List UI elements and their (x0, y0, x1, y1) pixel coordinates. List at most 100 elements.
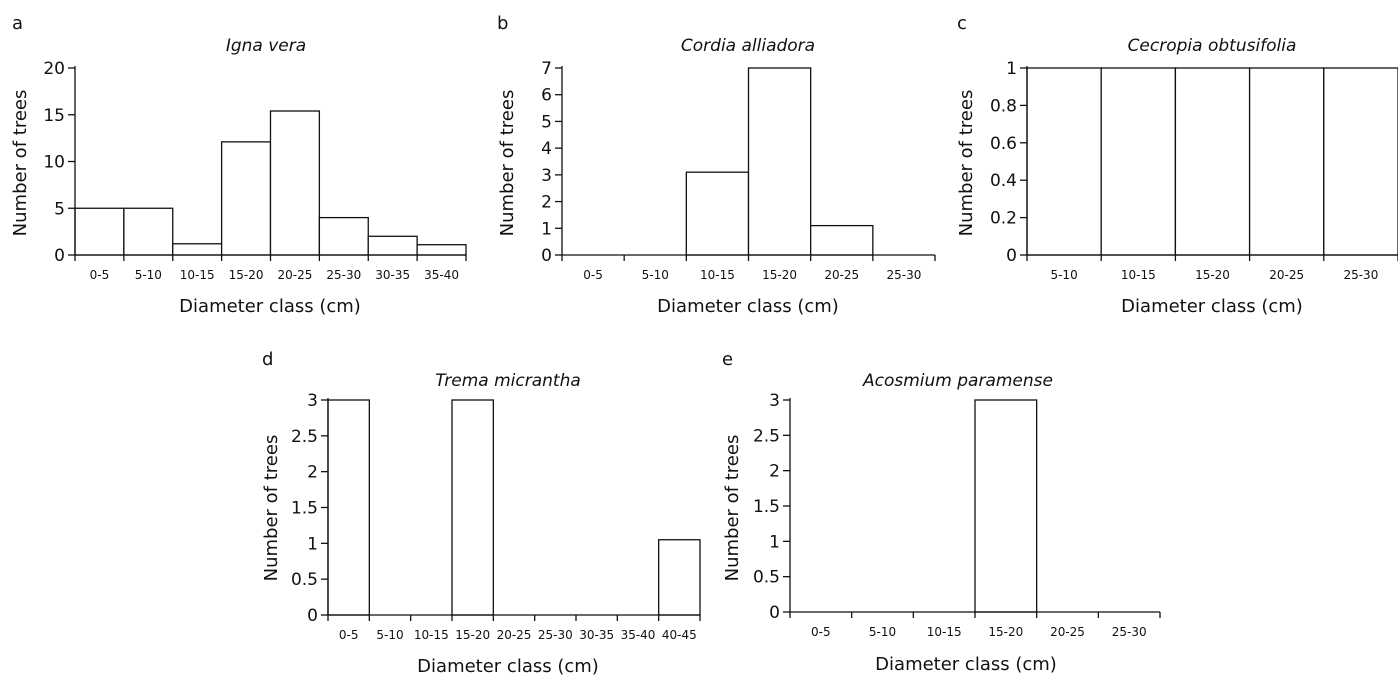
x-tick-label: 5-10 (869, 625, 896, 639)
bar-15-20 (1174, 67, 1251, 256)
x-tick-label: 15-20 (988, 625, 1023, 639)
y-tick-label: 10 (43, 153, 65, 173)
chart-title: Acosmium paramense (862, 371, 1053, 391)
chart-panel-b: b Cordia alliadora Diameter class (cm) Numb… (497, 13, 936, 317)
y-tick-label: 0.5 (753, 568, 780, 588)
y-tick-label: 20 (43, 59, 65, 79)
y-tick-label: 0 (307, 606, 318, 626)
x-tick-label: 15-20 (229, 268, 264, 282)
y-tick-label: 0.5 (291, 570, 318, 590)
x-axis-label: Diameter class (cm) (179, 296, 361, 317)
x-tick-label: 25-30 (326, 268, 361, 282)
panel-letter: b (497, 13, 508, 34)
x-tick-label: 10-15 (180, 268, 215, 282)
y-tick-label: 1 (1006, 59, 1017, 79)
y-tick-label: 6 (541, 86, 552, 106)
y-axis-label: Number of trees (261, 435, 282, 582)
x-tick-label: 20-25 (1050, 625, 1085, 639)
bar-20-25 (810, 224, 874, 256)
y-tick-label: 0 (769, 603, 780, 623)
y-tick-label: 1.5 (291, 499, 318, 519)
bar-40-45 (658, 539, 701, 616)
y-tick-label: 0.2 (990, 209, 1017, 229)
chart-title: Igna vera (226, 36, 306, 56)
bar-25-30 (1323, 67, 1398, 256)
panel-letter: d (262, 349, 273, 370)
x-axis-label: Diameter class (cm) (417, 656, 599, 677)
bar-0-5 (327, 399, 370, 616)
bar-25-30 (318, 216, 369, 256)
x-tick-label: 20-25 (824, 268, 859, 282)
y-tick-label: 0 (54, 246, 65, 266)
chart-panel-e: e Acosmium paramense Diameter class (cm) Nu… (722, 349, 1161, 675)
y-tick-label: 3 (307, 391, 318, 411)
panel-letter: c (957, 13, 967, 34)
bar-20-25 (269, 110, 321, 256)
y-tick-label: 1 (769, 532, 780, 552)
y-tick-label: 2 (769, 462, 780, 482)
x-tick-label: 10-15 (700, 268, 735, 282)
y-axis-label: Number of trees (497, 90, 518, 237)
x-tick-label: 0-5 (90, 268, 110, 282)
x-tick-label: 20-25 (1269, 268, 1304, 282)
y-tick-label: 0 (1006, 246, 1017, 266)
bar-10-15 (685, 171, 750, 256)
y-tick-label: 5 (54, 199, 65, 219)
chart-title: Trema micrantha (435, 371, 581, 391)
y-tick-label: 4 (541, 139, 552, 159)
bar-15-20 (220, 141, 272, 256)
y-tick-label: 2.5 (753, 426, 780, 446)
x-tick-label: 25-30 (1343, 268, 1378, 282)
x-tick-label: 0-5 (583, 268, 603, 282)
y-tick-label: 2 (541, 193, 552, 213)
y-tick-label: 0.6 (990, 134, 1017, 154)
y-tick-label: 3 (769, 391, 780, 411)
y-tick-label: 5 (541, 112, 552, 132)
x-tick-label: 15-20 (455, 628, 490, 642)
panel-letter: e (722, 349, 733, 370)
x-tick-label: 25-30 (538, 628, 573, 642)
y-tick-label: 0.8 (990, 96, 1017, 116)
y-tick-label: 1 (541, 219, 552, 239)
x-tick-label: 15-20 (762, 268, 797, 282)
x-tick-label: 20-25 (497, 628, 532, 642)
x-tick-label: 10-15 (1121, 268, 1156, 282)
bar-15-20 (451, 399, 494, 616)
y-tick-label: 2.5 (291, 427, 318, 447)
y-axis-label: Number of trees (10, 90, 31, 237)
x-tick-label: 5-10 (376, 628, 403, 642)
x-axis-label: Diameter class (cm) (875, 654, 1057, 675)
bar-5-10 (1026, 67, 1102, 256)
y-tick-label: 2 (307, 463, 318, 483)
x-tick-label: 35-40 (621, 628, 656, 642)
x-tick-label: 5-10 (642, 268, 669, 282)
chart-panel-c: c Cecropia obtusifolia Diameter class (cm)… (956, 13, 1398, 317)
y-tick-label: 1.5 (753, 497, 780, 517)
bar-35-40 (416, 244, 467, 256)
y-axis-label: Number of trees (722, 435, 743, 582)
x-tick-label: 25-30 (1112, 625, 1147, 639)
chart-panel-a: a Igna vera Diameter class (cm) Number of t… (10, 13, 467, 317)
chart-title: Cordia alliadora (681, 36, 815, 56)
panel-letter: a (12, 13, 23, 34)
x-tick-label: 10-15 (927, 625, 962, 639)
x-tick-label: 30-35 (375, 268, 410, 282)
x-axis-label: Diameter class (cm) (657, 296, 839, 317)
bar-5-10 (123, 207, 174, 256)
bar-15-20 (974, 399, 1038, 613)
x-tick-label: 5-10 (1050, 268, 1077, 282)
x-tick-label: 35-40 (424, 268, 459, 282)
x-tick-label: 30-35 (579, 628, 614, 642)
x-tick-label: 10-15 (414, 628, 449, 642)
x-tick-label: 5-10 (135, 268, 162, 282)
y-tick-label: 0.4 (990, 171, 1017, 191)
x-axis-label: Diameter class (cm) (1121, 296, 1303, 317)
bar-10-15 (172, 243, 223, 256)
x-tick-label: 40-45 (662, 628, 697, 642)
y-axis-label: Number of trees (956, 90, 977, 237)
bar-30-35 (367, 235, 418, 256)
bar-0-5 (74, 207, 125, 256)
y-tick-label: 3 (541, 166, 552, 186)
x-tick-label: 0-5 (339, 628, 359, 642)
